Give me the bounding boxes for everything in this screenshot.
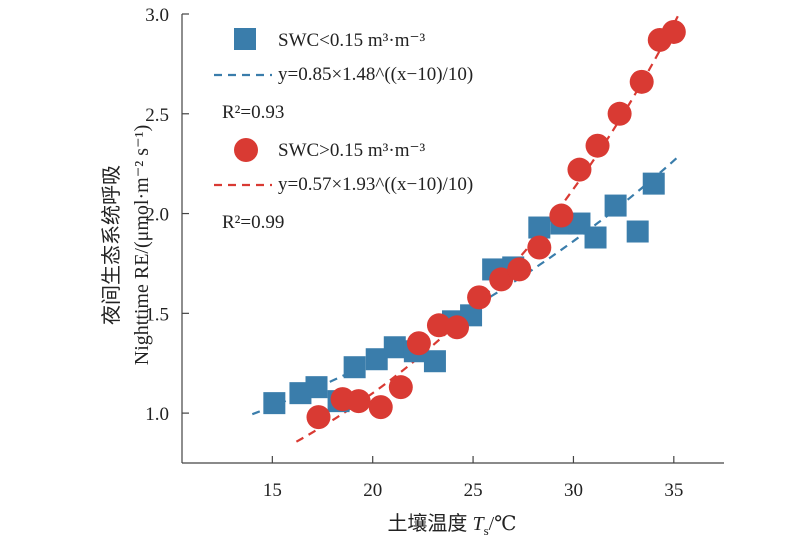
data-point-circle: [567, 157, 592, 182]
data-point-square: [604, 194, 627, 217]
x-tick-label: 35: [664, 480, 683, 501]
legend-label-wet: SWC>0.15 m³·m⁻³: [278, 140, 425, 161]
data-point-square: [423, 350, 446, 373]
data-point-square: [642, 172, 665, 195]
data-point-square: [584, 226, 607, 249]
data-point-square: [263, 392, 286, 415]
y-axis-title-en: Nighttime RE/(μmol·m⁻² s⁻¹): [131, 125, 153, 365]
legend-fit-dry: y=0.85×1.48^((x−10)/10): [278, 64, 473, 85]
y-tick-label: 1.0: [145, 404, 169, 425]
data-point-circle: [368, 395, 393, 420]
legend-label-dry: SWC<0.15 m³·m⁻³: [278, 30, 425, 51]
legend-r2-wet: R²=0.99: [222, 212, 284, 233]
x-axis-title: 土壤温度 Ts/℃: [387, 512, 516, 538]
data-point-square: [528, 216, 551, 239]
y-axis-title-cn: 夜间生态系统呼吸: [100, 165, 123, 325]
x-tick-label: 20: [363, 480, 382, 501]
data-point-circle: [527, 235, 552, 260]
legend-r2-dry: R²=0.93: [222, 102, 284, 123]
data-point-circle: [306, 405, 331, 430]
ticks: 15 20 25 30 35 1.0 1.5 2.0 2.5 3.0: [145, 5, 683, 501]
y-tick-label: 1.5: [145, 304, 169, 325]
data-point-circle: [388, 375, 413, 400]
data-point-circle: [346, 389, 371, 414]
data-point-square: [305, 376, 328, 399]
data-point-circle: [629, 69, 654, 94]
y-tick-label: 2.0: [145, 205, 169, 226]
data-point-circle: [445, 315, 470, 340]
data-points: [263, 19, 686, 430]
data-point-circle: [467, 285, 492, 310]
data-point-circle: [549, 203, 574, 228]
y-tick-label: 2.5: [145, 105, 169, 126]
x-axis-title-sub: s: [484, 523, 489, 538]
x-tick-label: 25: [464, 480, 483, 501]
data-point-square: [365, 348, 388, 371]
data-point-circle: [489, 267, 514, 292]
legend-square-marker: [234, 28, 256, 50]
y-axis-title-group: 夜间生态系统呼吸 Nighttime RE/(μmol·m⁻² s⁻¹): [100, 125, 153, 365]
data-point-circle: [607, 101, 632, 126]
x-axis-title-symbol: T: [472, 513, 485, 535]
legend: SWC<0.15 m³·m⁻³ y=0.85×1.48^((x−10)/10) …: [214, 28, 473, 233]
data-point-circle: [661, 19, 686, 44]
y-tick-label: 3.0: [145, 5, 169, 26]
x-axis-title-main: 土壤温度: [387, 512, 472, 535]
x-tick-label: 15: [263, 480, 282, 501]
data-point-square: [343, 356, 366, 379]
data-point-circle: [426, 313, 451, 338]
data-point-square: [626, 220, 649, 243]
data-point-circle: [406, 331, 431, 356]
x-tick-label: 30: [564, 480, 583, 501]
x-axis-title-unit: /℃: [489, 513, 517, 535]
data-point-square: [383, 336, 406, 359]
data-point-circle: [585, 133, 610, 158]
data-point-circle: [507, 257, 532, 282]
legend-circle-marker: [234, 138, 258, 162]
legend-fit-wet: y=0.57×1.93^((x−10)/10): [278, 174, 473, 195]
